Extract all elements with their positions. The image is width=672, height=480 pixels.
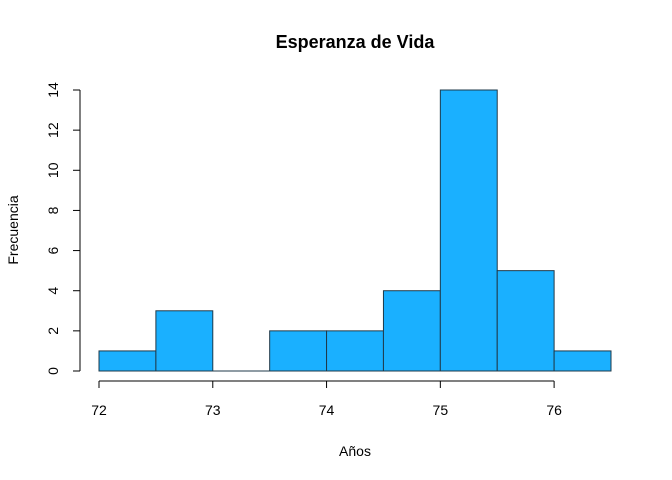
x-axis-label: Años [339, 443, 371, 459]
x-tick-label: 72 [91, 402, 107, 418]
y-tick-label: 0 [45, 367, 61, 375]
y-tick-label: 2 [45, 327, 61, 335]
histogram-bar [269, 330, 328, 372]
y-tick-label: 12 [45, 122, 61, 138]
histogram-bar [326, 330, 384, 372]
y-axis: 0 2 4 6 8 10 12 14 [45, 82, 81, 375]
x-tick-label: 73 [205, 402, 221, 418]
histogram-bar [98, 350, 157, 372]
x-tick-label: 76 [546, 402, 562, 418]
y-tick-label: 10 [45, 162, 61, 178]
y-tick-label: 6 [45, 246, 61, 254]
y-tick-label: 4 [45, 287, 61, 295]
histogram-bar [439, 89, 498, 372]
y-tick-label: 8 [45, 206, 61, 214]
x-axis: 72 73 74 75 76 [91, 380, 562, 418]
histogram-bar [553, 350, 612, 372]
y-axis-label: Frecuencia [5, 195, 21, 264]
chart-title: Esperanza de Vida [276, 32, 436, 52]
x-tick-label: 74 [319, 402, 335, 418]
histogram-bar [382, 290, 441, 372]
bars-group [98, 89, 612, 372]
x-tick-label: 75 [433, 402, 449, 418]
histogram-bar [155, 310, 214, 372]
y-tick-label: 14 [45, 82, 61, 98]
histogram-bar [496, 270, 555, 372]
